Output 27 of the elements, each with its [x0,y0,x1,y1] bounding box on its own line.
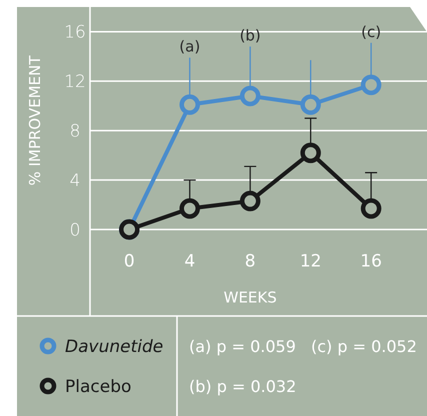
x-tick-label: 12 [300,251,322,272]
x-axis-title: WEEKS [224,288,277,306]
legend-label: Davunetide [65,337,164,357]
y-tick-label: 16 [64,22,86,43]
point [300,94,321,115]
y-tick-label: 0 [70,220,80,240]
point [179,198,200,219]
point [360,74,382,96]
point [360,198,382,219]
y-tick-label: 8 [70,122,80,142]
point [300,142,321,164]
x-tick-label: 4 [184,251,196,272]
y-tick-label: 12 [64,72,86,92]
annotation: (a) [179,38,200,56]
point [240,86,260,106]
text: (c) p = 0.052 [311,337,417,356]
annotation: (b) [240,26,261,45]
x-tick-label: 8 [244,251,256,272]
text: (b) p = 0.032 [189,377,296,396]
point [240,190,260,212]
y-axis-title: % IMPROVEMENT [26,54,44,186]
point [179,94,200,115]
x-tick-label: 0 [124,251,135,272]
legend-label: Placebo [65,377,132,397]
text: (a) p = 0.059 [189,337,296,356]
y-tick-label: 4 [70,170,80,191]
x-tick-label: 16 [360,251,382,272]
